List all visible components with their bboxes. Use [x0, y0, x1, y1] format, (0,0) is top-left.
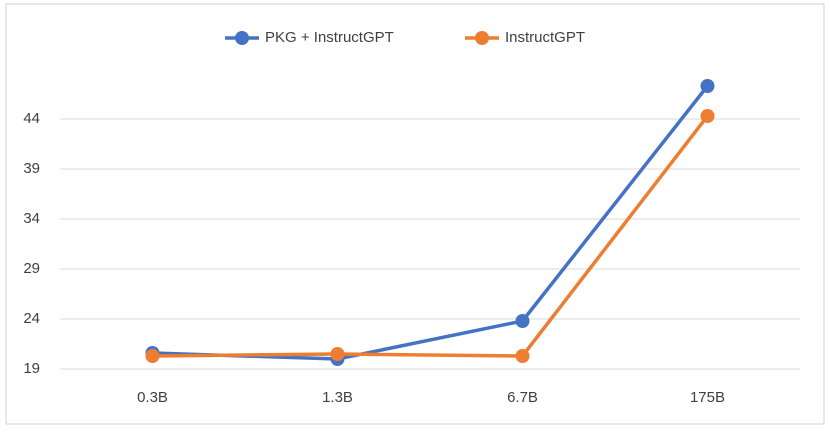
y-tick-label: 24: [23, 310, 40, 327]
point: [515, 349, 530, 363]
x-tick-label: 6.7B: [507, 389, 538, 406]
point: [145, 349, 160, 363]
y-tick-label: 34: [23, 210, 40, 227]
point: [515, 314, 530, 328]
legend-marker: [235, 31, 249, 45]
x-tick-label: 175B: [690, 389, 725, 406]
legend-label: PKG + InstructGPT: [265, 29, 394, 46]
line: [152, 114, 709, 358]
y-tick-label: 29: [23, 260, 40, 277]
y-tick-label: 44: [23, 110, 40, 127]
point: [330, 347, 345, 361]
legend-marker: [475, 31, 489, 45]
point: [700, 79, 715, 93]
x-tick-label: 0.3B: [137, 389, 168, 406]
x-tick-label: 1.3B: [322, 389, 353, 406]
y-tick-label: 39: [23, 160, 40, 177]
point: [700, 109, 715, 123]
legend-label: InstructGPT: [505, 29, 585, 46]
chart-border: [5, 3, 825, 425]
y-tick-label: 19: [23, 360, 40, 377]
